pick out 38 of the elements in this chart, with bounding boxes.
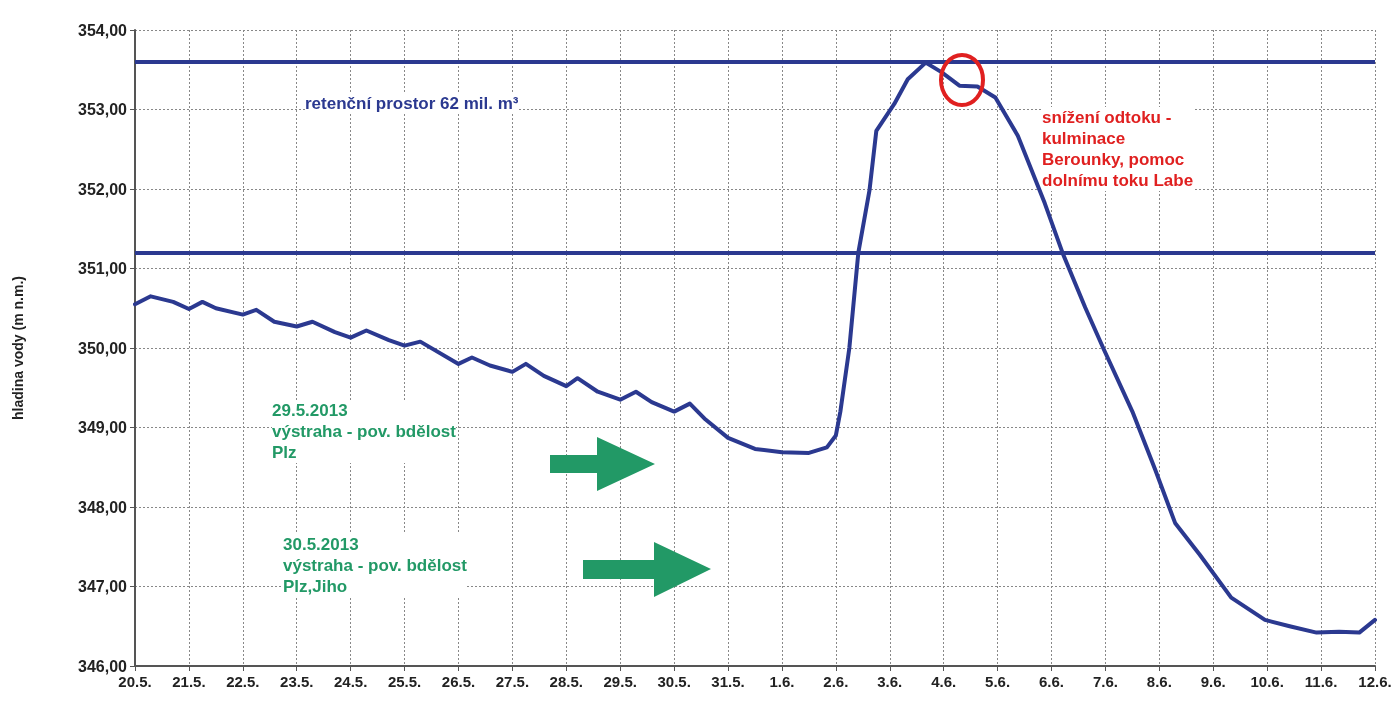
y-tick-label: 348,00 bbox=[78, 498, 128, 516]
x-tick-label: 11.6. bbox=[1304, 673, 1338, 690]
x-tick-label: 30.5. bbox=[657, 673, 691, 690]
x-tick-label: 28.5. bbox=[549, 673, 583, 690]
annotation: 30.5.2013 výstraha - pov. bdělost Plz,Jiho bbox=[283, 535, 468, 596]
x-tick-label: 27.5. bbox=[495, 673, 530, 690]
x-tick-label: 6.6. bbox=[1039, 673, 1065, 690]
y-axis-title: hladina vody (m n.m.) bbox=[10, 276, 26, 420]
y-tick-label: 347,00 bbox=[78, 578, 128, 595]
x-tick-label: 23.5. bbox=[280, 673, 314, 690]
x-tick-label: 3.6. bbox=[877, 673, 903, 690]
x-tick-label: 20.5. bbox=[118, 673, 152, 690]
x-tick-label: 9.6. bbox=[1200, 673, 1226, 690]
y-tick-label: 352,00 bbox=[78, 180, 128, 198]
x-tick-label: 25.5. bbox=[387, 673, 422, 690]
y-tick-label: 350,00 bbox=[78, 339, 128, 357]
y-tick-label: 349,00 bbox=[78, 419, 128, 436]
annotation: retenční prostor 62 mil. m³ bbox=[305, 94, 519, 113]
y-tick-label: 346,00 bbox=[78, 657, 128, 675]
x-tick-label: 31.5. bbox=[711, 673, 745, 690]
x-tick-label: 29.5. bbox=[603, 673, 637, 690]
x-tick-label: 22.5. bbox=[226, 673, 260, 690]
x-tick-label: 21.5. bbox=[172, 673, 206, 690]
annotation: 29.5.2013 výstraha - pov. bdělost Plz bbox=[272, 401, 457, 462]
x-tick-label: 24.5. bbox=[333, 673, 368, 690]
x-tick-label: 2.6. bbox=[823, 673, 849, 690]
y-tick-label: 354,00 bbox=[78, 21, 128, 39]
x-tick-label: 1.6. bbox=[769, 673, 795, 690]
y-tick-label: 351,00 bbox=[78, 260, 128, 277]
x-tick-label: 5.6. bbox=[985, 673, 1011, 690]
x-tick-label: 10.6. bbox=[1250, 673, 1284, 690]
annotation: snížení odtoku - kulminace Berounky, pomoc dolnímu toku Labe bbox=[1042, 108, 1194, 190]
y-tick-label: 353,00 bbox=[78, 101, 128, 118]
x-tick-label: 26.5. bbox=[441, 673, 476, 690]
x-tick-label: 7.6. bbox=[1092, 673, 1118, 690]
x-tick-label: 4.6. bbox=[931, 673, 957, 690]
x-tick-label: 12.6. bbox=[1358, 673, 1392, 690]
x-tick-label: 8.6. bbox=[1146, 673, 1172, 690]
